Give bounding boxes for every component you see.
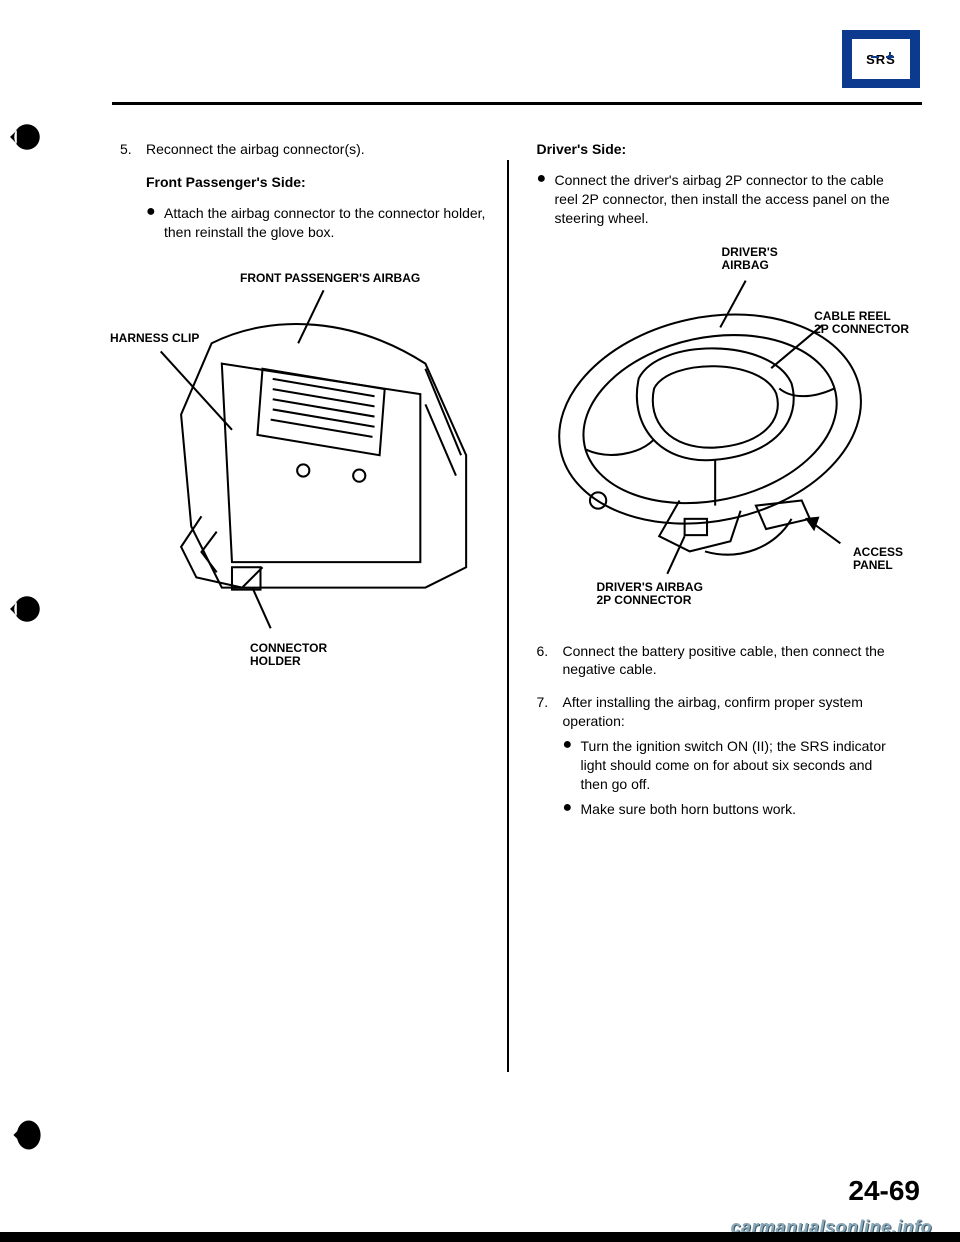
figure-label-top-l1: DRIVER'S — [722, 245, 778, 259]
figure-label-right-l1: CABLE REEL — [814, 309, 891, 323]
step-text: After installing the airbag, confirm pro… — [563, 693, 904, 731]
subsection-heading: Driver's Side: — [537, 140, 904, 159]
step-number: 7. — [537, 693, 563, 818]
figure-label-br-l2: PANEL — [853, 558, 893, 572]
step-text: Connect the battery positive cable, then… — [563, 642, 904, 680]
steering-wheel-diagram — [537, 246, 904, 613]
figure-label-left: HARNESS CLIP — [110, 332, 199, 346]
figure-label-top: FRONT PASSENGER'S AIRBAG — [240, 272, 420, 286]
bullet-text: Connect the driver's airbag 2P connector… — [555, 171, 904, 228]
step-7-body: After installing the airbag, confirm pro… — [563, 693, 904, 818]
figure-label-bottom-right: ACCESS PANEL — [853, 546, 903, 574]
binder-marker-icon — [10, 1118, 44, 1152]
figure-label-bottom-l1: CONNECTOR — [250, 641, 327, 655]
sub-bullet-item: ● Turn the ignition switch ON (II); the … — [563, 737, 904, 794]
sub-bullet-item: ● Make sure both horn buttons work. — [563, 800, 904, 819]
step-6: 6. Connect the battery positive cable, t… — [537, 642, 904, 680]
figure-label-br-l1: ACCESS — [853, 545, 903, 559]
srs-badge: SRS — [842, 30, 920, 88]
bottom-bar — [0, 1232, 960, 1242]
figure-label-bl-l2: 2P CONNECTOR — [597, 593, 692, 607]
figure-label-right-l2: 2P CONNECTOR — [814, 322, 909, 336]
page-number: 24-69 — [848, 1175, 920, 1207]
bullet-icon: ● — [537, 171, 555, 228]
figure-label-bottom-l2: HOLDER — [250, 654, 301, 668]
figure-label-bottom: CONNECTOR HOLDER — [250, 642, 327, 670]
figure-label-top: DRIVER'S AIRBAG — [722, 246, 778, 274]
binder-marker-icon — [10, 120, 44, 154]
figure-passenger-airbag: FRONT PASSENGER'S AIRBAG HARNESS CLIP CO… — [120, 272, 487, 672]
figure-label-right: CABLE REEL 2P CONNECTOR — [814, 310, 909, 338]
sub-bullet-text: Turn the ignition switch ON (II); the SR… — [581, 737, 904, 794]
figure-label-bottom-left: DRIVER'S AIRBAG 2P CONNECTOR — [597, 581, 703, 609]
passenger-airbag-diagram — [120, 272, 487, 659]
step-5: 5. Reconnect the airbag connector(s). — [120, 140, 487, 159]
step-text: Reconnect the airbag connector(s). — [146, 140, 487, 159]
content-area: 5. Reconnect the airbag connector(s). Fr… — [120, 140, 915, 1152]
left-column: 5. Reconnect the airbag connector(s). Fr… — [120, 140, 507, 1152]
bullet-item: ● Connect the driver's airbag 2P connect… — [537, 171, 904, 228]
header-rule — [112, 102, 922, 105]
right-column: Driver's Side: ● Connect the driver's ai… — [509, 140, 916, 1152]
step-number: 6. — [537, 642, 563, 680]
bullet-icon: ● — [563, 737, 581, 794]
step-number: 5. — [120, 140, 146, 159]
sub-bullet-text: Make sure both horn buttons work. — [581, 800, 904, 819]
binder-marker-icon — [10, 592, 44, 626]
srs-label: SRS — [866, 53, 896, 66]
figure-driver-airbag: DRIVER'S AIRBAG CABLE REEL 2P CONNECTOR … — [537, 246, 904, 616]
bullet-item: ● Attach the airbag connector to the con… — [146, 204, 487, 242]
bullet-text: Attach the airbag connector to the conne… — [164, 204, 487, 242]
step-7: 7. After installing the airbag, confirm … — [537, 693, 904, 818]
figure-label-bl-l1: DRIVER'S AIRBAG — [597, 580, 703, 594]
bullet-icon: ● — [563, 800, 581, 819]
subsection-heading: Front Passenger's Side: — [146, 173, 487, 192]
bullet-icon: ● — [146, 204, 164, 242]
figure-label-top-l2: AIRBAG — [722, 258, 769, 272]
srs-badge-inner: SRS — [852, 39, 910, 79]
